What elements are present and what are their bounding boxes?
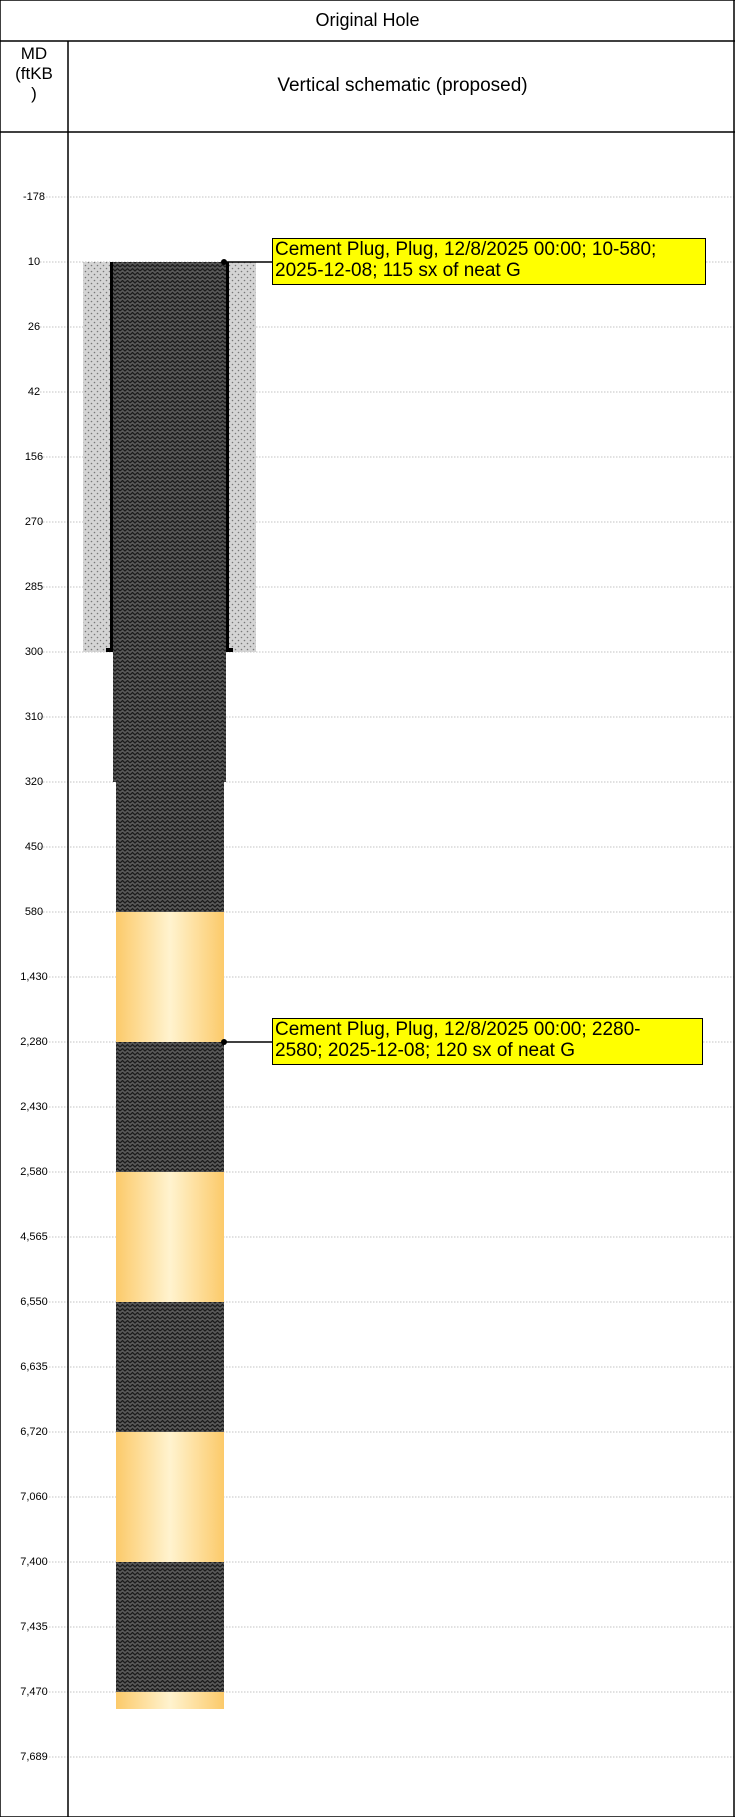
title-header: Original Hole [315,10,420,30]
md-label-line3: ) [31,84,37,103]
depth-tick-label: 10 [27,256,41,268]
surface-casing [83,262,256,652]
depth-tick-label: 42 [27,386,41,398]
schematic-column-header: Vertical schematic (proposed) [277,75,528,96]
depth-tick-label: 2,430 [20,1101,48,1113]
depth-tick-label: -178 [22,191,46,203]
casing-wall-left [110,262,113,652]
open-hole-td [116,1692,224,1709]
callout-2-line2: 2580; 2025-12-08; 120 sx of neat G [275,1040,575,1061]
depth-tick-label: 26 [27,321,41,333]
cement-plug-10-580 [113,262,226,782]
depth-tick-label: 6,635 [20,1361,48,1373]
open-hole-4565 [116,1172,224,1302]
cement-plug-6550-6720 [116,1302,224,1432]
casing-wall-right [226,262,229,652]
depth-tick-label: 7,435 [20,1621,48,1633]
depth-tick-label: 320 [24,776,44,788]
cement-plug-callout-2: Cement Plug, Plug, 12/8/2025 00:00; 2280… [272,1018,703,1065]
depth-tick-label: 6,550 [20,1296,48,1308]
cement-plug-callout-1: Cement Plug, Plug, 12/8/2025 00:00; 10-5… [272,238,706,285]
callout-2-line1: Cement Plug, Plug, 12/8/2025 00:00; 2280… [275,1019,641,1040]
depth-tick-label: 156 [24,451,44,463]
cement-plug-7400-7470 [116,1562,224,1692]
open-hole-7060 [116,1432,224,1562]
callout-anchor-1 [221,259,227,265]
depth-tick-label: 450 [24,841,44,853]
casing-annulus-left [83,262,111,652]
depth-tick-label: 1,430 [20,971,48,983]
depth-tick-label: 285 [24,581,44,593]
md-column-header: MD (ftKB ) [0,44,68,104]
casing-annulus-right [229,262,256,652]
callout-1-line2: 2025-12-08; 115 sx of neat G [275,260,521,281]
cement-plugs [113,262,226,1692]
callout-leaders [221,259,272,1045]
depth-tick-label: 2,580 [20,1166,48,1178]
depth-tick-label: 7,400 [20,1556,48,1568]
casing-shoe-left [106,648,113,652]
cement-plug-2280-2580 [116,1042,224,1172]
depth-tick-label: 270 [24,516,44,528]
depth-tick-label: 7,470 [20,1686,48,1698]
depth-tick-label: 7,689 [20,1751,48,1763]
depth-tick-label: 580 [24,906,44,918]
depth-tick-label: 4,565 [20,1231,48,1243]
depth-tick-label: 6,720 [20,1426,48,1438]
depth-tick-label: 300 [24,646,44,658]
md-label-line1: MD [20,44,48,63]
callout-1-line1: Cement Plug, Plug, 12/8/2025 00:00; 10-5… [275,239,657,260]
callout-anchor-2 [221,1039,227,1045]
casing-shoe-right [226,648,233,652]
depth-tick-label: 7,060 [20,1491,48,1503]
cement-plug-580-lower [116,780,224,912]
md-label-line2: (ftKB [15,64,53,83]
depth-tick-label: 310 [24,711,44,723]
open-hole-1430 [116,912,224,1042]
depth-tick-label: 2,280 [20,1036,48,1048]
